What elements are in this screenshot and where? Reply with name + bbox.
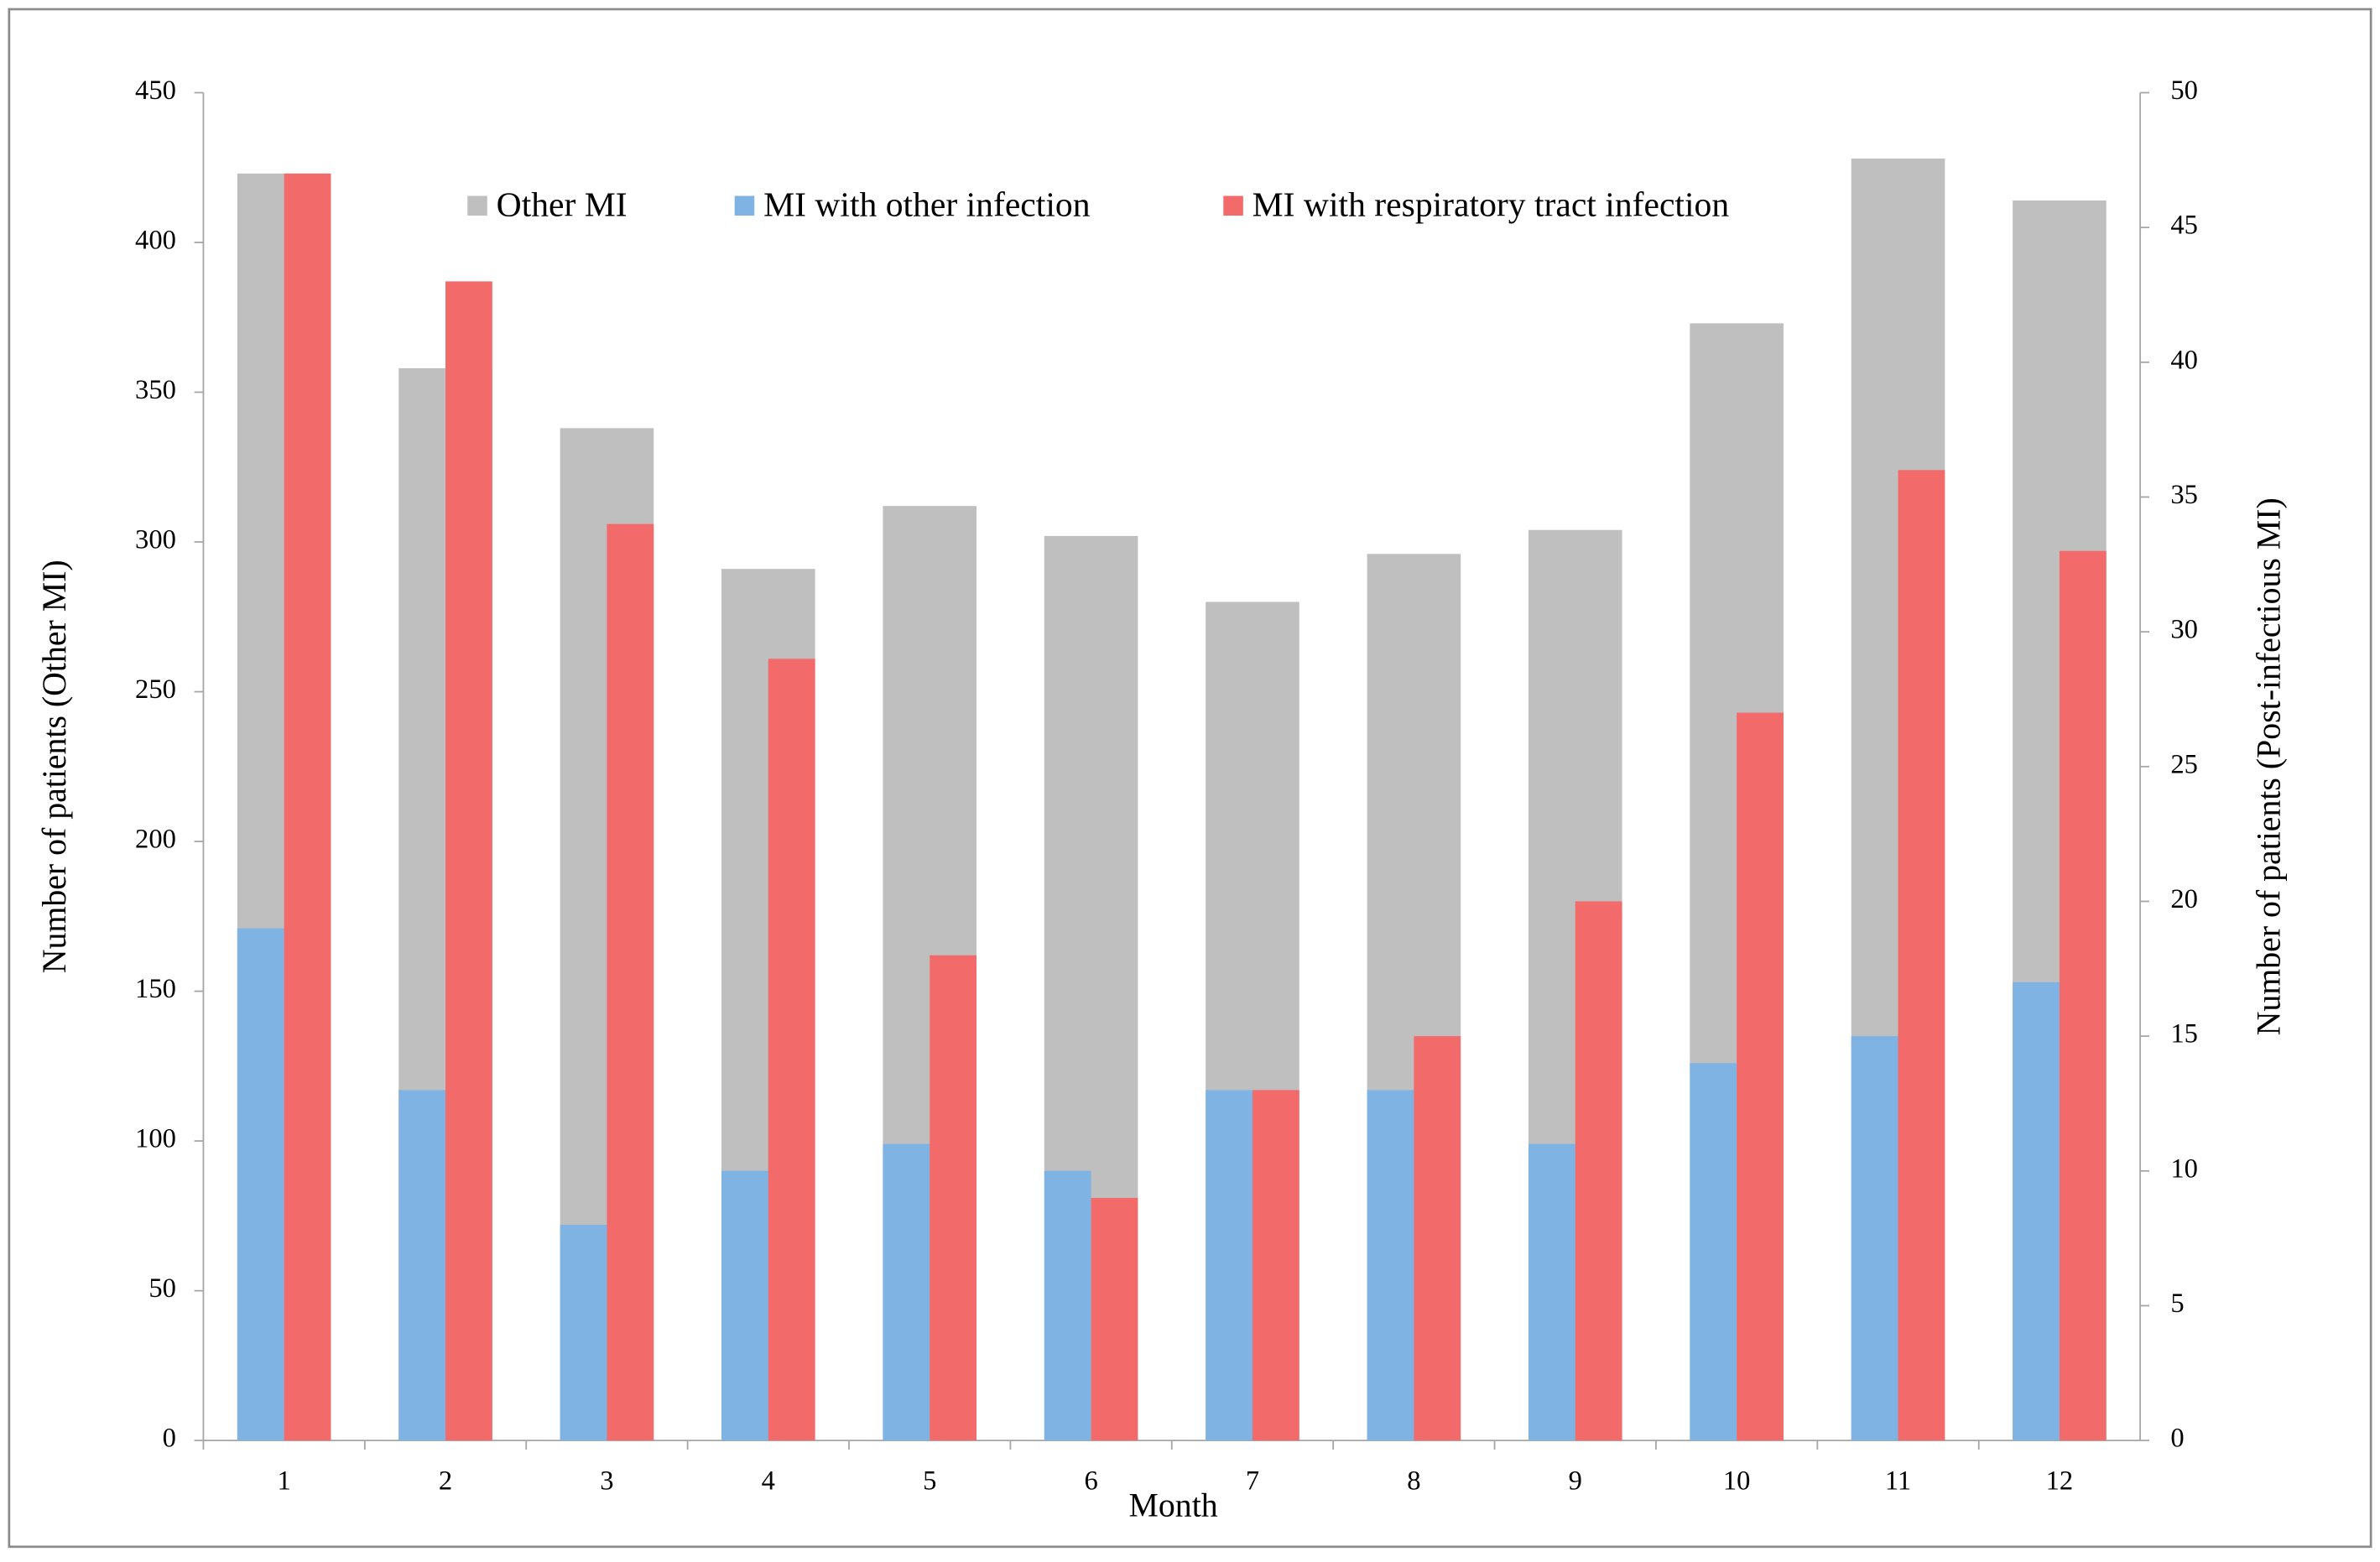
y-tick-label: 200: [135, 825, 176, 855]
bar: [1898, 470, 1945, 1441]
bar: [1690, 1063, 1737, 1441]
x-tick-label: 4: [762, 1466, 775, 1496]
y2-tick-label: 10: [2170, 1153, 2198, 1184]
bar: [883, 1143, 930, 1441]
y2-tick-label: 30: [2170, 615, 2198, 645]
y2-tick-label: 15: [2170, 1019, 2198, 1049]
x-tick-label: 1: [278, 1466, 291, 1496]
bar: [1367, 1090, 1414, 1441]
bar: [398, 1090, 446, 1441]
legend-swatch: [734, 195, 755, 216]
x-axis-title: Month: [1129, 1487, 1218, 1524]
y-tick-label: 100: [135, 1124, 176, 1154]
x-tick-label: 7: [1246, 1466, 1259, 1496]
bar: [445, 281, 492, 1441]
x-tick-label: 11: [1885, 1466, 1911, 1496]
bar: [1414, 1036, 1461, 1441]
y-tick-label: 350: [135, 375, 176, 405]
legend-label: MI with other infection: [763, 186, 1091, 225]
x-tick-label: 5: [923, 1466, 936, 1496]
y2-tick-label: 35: [2170, 480, 2198, 510]
bar: [1851, 1036, 1898, 1441]
x-tick-label: 9: [1569, 1466, 1582, 1496]
legend-label: MI with respiratory tract infection: [1252, 186, 1730, 225]
x-tick-label: 6: [1084, 1466, 1097, 1496]
bar: [2013, 981, 2060, 1441]
y2-tick-label: 25: [2170, 749, 2198, 779]
y-tick-label: 250: [135, 674, 176, 705]
y2-tick-label: 0: [2170, 1424, 2184, 1454]
y2-tick-label: 50: [2170, 75, 2198, 106]
y-tick-label: 150: [135, 974, 176, 1004]
bar: [607, 523, 654, 1441]
bar: [2059, 550, 2107, 1441]
y2-tick-label: 5: [2170, 1289, 2184, 1319]
y2-tick-label: 40: [2170, 345, 2198, 375]
y-tick-label: 0: [163, 1424, 176, 1454]
y-tick-label: 300: [135, 525, 176, 555]
legend-swatch: [467, 195, 487, 216]
y-tick-label: 50: [148, 1273, 176, 1304]
y-axis-title: Number of patients (Other MI): [36, 560, 73, 973]
bar: [237, 928, 284, 1441]
bar: [1575, 901, 1622, 1441]
bar: [560, 1225, 607, 1441]
legend-label: Other MI: [497, 186, 628, 225]
bar: [721, 1170, 768, 1441]
y2-tick-label: 20: [2170, 884, 2198, 914]
bar: [930, 955, 976, 1441]
x-tick-label: 12: [2046, 1466, 2074, 1496]
legend-swatch: [1223, 195, 1243, 216]
bar: [284, 173, 331, 1441]
x-tick-label: 10: [1723, 1466, 1751, 1496]
y2-axis-title: Number of patients (Post-infectious MI): [2251, 497, 2288, 1035]
x-tick-label: 2: [439, 1466, 452, 1496]
bar: [1206, 1090, 1252, 1441]
bar: [1528, 1143, 1575, 1441]
y-tick-label: 400: [135, 225, 176, 255]
bar: [768, 659, 815, 1441]
bar: [1091, 1197, 1138, 1441]
y2-tick-label: 45: [2170, 211, 2198, 241]
x-tick-label: 8: [1407, 1466, 1420, 1496]
bar: [1737, 712, 1784, 1441]
bar: [1044, 1170, 1091, 1441]
y-tick-label: 450: [135, 75, 176, 106]
bar: [1252, 1090, 1299, 1441]
x-tick-label: 3: [600, 1466, 613, 1496]
